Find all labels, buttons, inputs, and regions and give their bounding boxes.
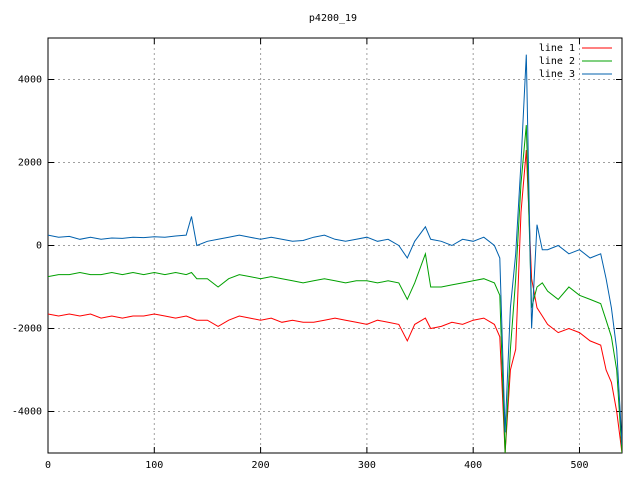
legend-label: line 3	[539, 69, 575, 80]
data-line	[48, 54, 622, 445]
x-tick-label: 100	[145, 460, 163, 471]
data-line	[48, 150, 622, 453]
x-tick-label: 0	[45, 460, 51, 471]
y-tick-label: -4000	[12, 407, 42, 418]
y-tick-label: -2000	[12, 324, 42, 335]
chart-title: p4200_19	[309, 13, 357, 24]
x-tick-label: 400	[464, 460, 482, 471]
y-tick-label: 4000	[18, 75, 42, 86]
data-line	[48, 125, 622, 453]
legend-label: line 2	[539, 56, 575, 67]
y-tick-label: 2000	[18, 158, 42, 169]
x-tick-label: 200	[252, 460, 270, 471]
plot-frame	[47, 37, 623, 454]
legend-label: line 1	[539, 43, 575, 54]
y-tick-label: 0	[36, 241, 42, 252]
x-tick-label: 300	[358, 460, 376, 471]
x-tick-label: 500	[570, 460, 588, 471]
